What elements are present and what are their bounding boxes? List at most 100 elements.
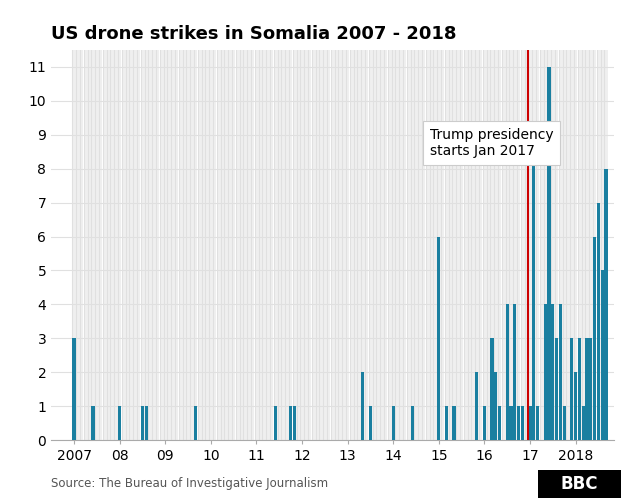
Bar: [323, 50, 326, 440]
Bar: [509, 406, 513, 440]
Bar: [274, 406, 277, 440]
Bar: [304, 50, 308, 440]
Bar: [494, 50, 498, 440]
Bar: [346, 50, 349, 440]
Bar: [296, 50, 300, 440]
Bar: [604, 50, 608, 440]
Bar: [212, 50, 216, 440]
Bar: [600, 270, 604, 440]
Bar: [133, 50, 137, 440]
Bar: [582, 406, 585, 440]
Bar: [72, 50, 76, 440]
Bar: [202, 50, 205, 440]
Bar: [547, 67, 550, 440]
Bar: [498, 50, 502, 440]
Bar: [392, 406, 395, 440]
Bar: [536, 406, 540, 440]
Bar: [577, 50, 581, 440]
Bar: [369, 406, 372, 440]
Bar: [236, 50, 239, 440]
Bar: [118, 50, 122, 440]
Text: US drone strikes in Somalia 2007 - 2018: US drone strikes in Somalia 2007 - 2018: [51, 25, 457, 43]
Bar: [479, 50, 483, 440]
Bar: [429, 50, 433, 440]
Bar: [159, 50, 163, 440]
Bar: [216, 50, 220, 440]
Bar: [224, 50, 228, 440]
Bar: [395, 50, 399, 440]
Bar: [506, 304, 509, 440]
Bar: [483, 50, 486, 440]
Bar: [513, 304, 516, 440]
Bar: [532, 50, 536, 440]
Bar: [205, 50, 209, 440]
Bar: [372, 50, 376, 440]
Bar: [521, 406, 524, 440]
Bar: [228, 50, 232, 440]
Bar: [486, 50, 490, 440]
Bar: [437, 236, 440, 440]
Bar: [529, 406, 532, 440]
Bar: [574, 372, 577, 440]
Bar: [418, 50, 422, 440]
Bar: [551, 304, 554, 440]
Bar: [247, 50, 251, 440]
Bar: [411, 406, 414, 440]
Bar: [369, 50, 372, 440]
Bar: [148, 50, 152, 440]
Bar: [593, 50, 596, 440]
Bar: [92, 406, 95, 440]
Bar: [445, 50, 448, 440]
Text: Source: The Bureau of Investigative Journalism: Source: The Bureau of Investigative Jour…: [51, 477, 328, 490]
Bar: [452, 50, 456, 440]
Bar: [243, 50, 247, 440]
Bar: [452, 406, 456, 440]
Bar: [338, 50, 342, 440]
Bar: [289, 406, 292, 440]
Bar: [87, 50, 91, 440]
Bar: [137, 50, 140, 440]
Bar: [76, 50, 79, 440]
Bar: [502, 50, 505, 440]
Bar: [426, 50, 429, 440]
Bar: [190, 50, 194, 440]
Bar: [437, 50, 441, 440]
Bar: [456, 50, 460, 440]
Bar: [327, 50, 330, 440]
Bar: [540, 50, 543, 440]
Bar: [316, 50, 319, 440]
Bar: [433, 50, 437, 440]
Bar: [361, 50, 365, 440]
Bar: [255, 50, 259, 440]
Bar: [281, 50, 285, 440]
Bar: [494, 372, 497, 440]
Bar: [528, 50, 532, 440]
Bar: [559, 50, 563, 440]
Bar: [259, 50, 262, 440]
Bar: [353, 50, 357, 440]
Bar: [536, 50, 540, 440]
Bar: [163, 50, 167, 440]
Bar: [399, 50, 403, 440]
Bar: [384, 50, 387, 440]
Text: BBC: BBC: [561, 475, 598, 493]
Bar: [239, 50, 243, 440]
Bar: [84, 50, 87, 440]
Bar: [361, 372, 364, 440]
Bar: [209, 50, 212, 440]
Bar: [198, 50, 201, 440]
Bar: [422, 50, 426, 440]
Bar: [570, 50, 573, 440]
Bar: [574, 50, 577, 440]
Bar: [232, 50, 236, 440]
Bar: [125, 50, 129, 440]
Bar: [129, 50, 133, 440]
Bar: [102, 50, 106, 440]
Bar: [532, 135, 536, 440]
Bar: [555, 50, 559, 440]
Bar: [441, 50, 444, 440]
Bar: [506, 50, 509, 440]
Bar: [380, 50, 383, 440]
Bar: [72, 338, 76, 440]
Bar: [566, 50, 570, 440]
